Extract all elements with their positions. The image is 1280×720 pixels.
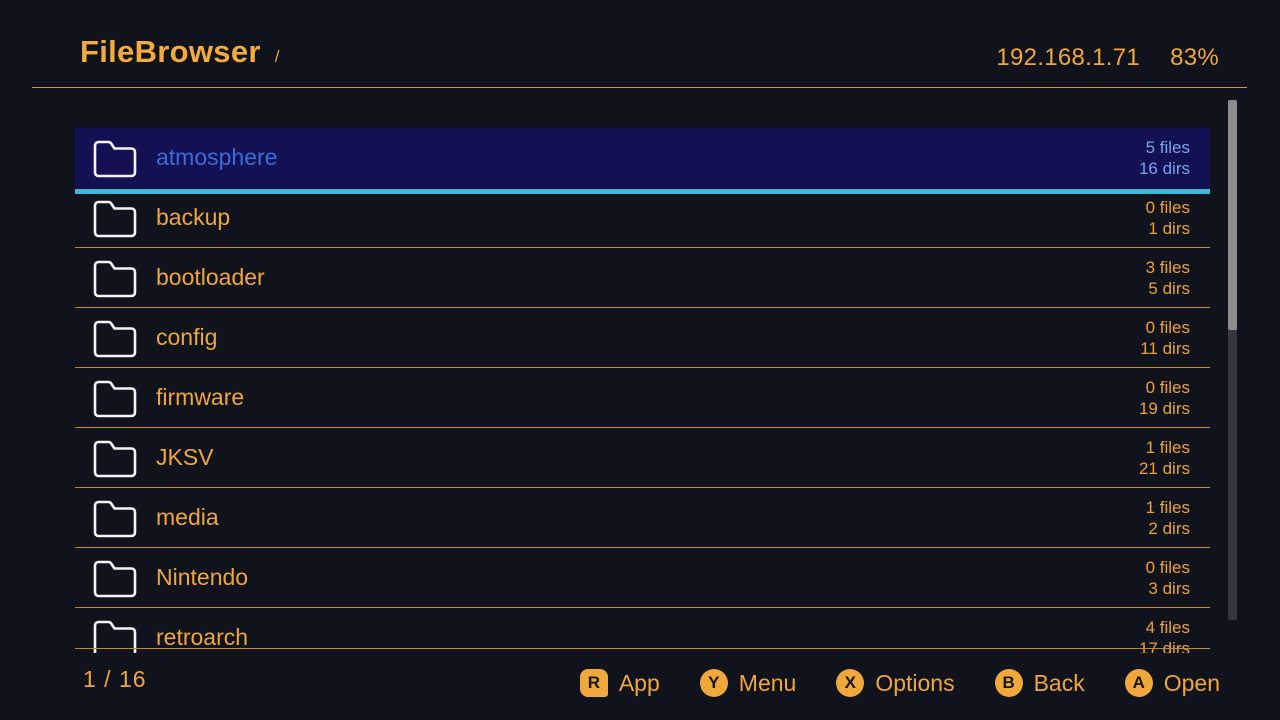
button-hint-label: Menu [738,669,797,696]
folder-counts: 3 files 5 dirs [1146,257,1190,299]
file-list-row[interactable]: Nintendo 0 files 3 dirs [75,548,1210,608]
dirs-count: 17 dirs [1138,638,1190,654]
button-hint[interactable]: A Open [1124,669,1220,697]
gamepad-button-icon: B [994,669,1023,697]
folder-name: media [156,504,219,530]
gamepad-button-icon: R [579,669,608,697]
button-hint-label: Back [1033,669,1085,696]
file-list-row[interactable]: media 1 files 2 dirs [75,488,1210,548]
files-count: 5 files [1145,137,1190,157]
files-count: 0 files [1145,377,1190,397]
file-list-row[interactable]: JKSV 1 files 21 dirs [75,428,1210,488]
folder-icon [93,380,137,417]
files-count: 3 files [1145,257,1190,277]
folder-counts: 1 files 21 dirs [1139,437,1190,479]
dirs-count: 21 dirs [1138,458,1190,478]
button-hint[interactable]: R App [579,669,660,697]
button-hint[interactable]: Y Menu [699,669,797,697]
scrollbar-thumb[interactable] [1228,100,1237,330]
folder-counts: 0 files 1 dirs [1146,197,1190,239]
files-count: 1 files [1145,497,1190,517]
button-hint-label: Open [1163,669,1220,696]
folder-counts: 4 files 17 dirs [1139,617,1190,654]
scrollbar-track[interactable] [1228,100,1237,620]
folder-name: firmware [156,384,245,410]
folder-name: JKSV [156,444,214,470]
folder-icon [93,440,137,477]
files-count: 4 files [1145,617,1190,637]
folder-icon [93,260,137,297]
folder-name: backup [156,204,231,230]
header: FileBrowser / [80,34,279,70]
app-title: FileBrowser [80,34,261,69]
folder-counts: 5 files 16 dirs [1139,137,1190,179]
dirs-count: 2 dirs [1148,518,1190,538]
folder-counts: 0 files 3 dirs [1146,557,1190,599]
gamepad-button-icon: X [836,669,865,697]
file-list-row[interactable]: bootloader 3 files 5 dirs [75,248,1210,308]
gamepad-button-icon: A [1124,669,1153,697]
file-list-row[interactable]: atmosphere 5 files 16 dirs [75,128,1210,188]
dirs-count: 5 dirs [1148,278,1190,298]
dirs-count: 3 dirs [1148,578,1190,598]
folder-name: bootloader [156,264,265,290]
folder-name: atmosphere [156,144,278,170]
files-count: 0 files [1145,557,1190,577]
folder-icon [93,500,137,537]
dirs-count: 11 dirs [1140,338,1190,358]
folder-counts: 0 files 11 dirs [1140,317,1190,359]
files-count: 0 files [1145,317,1190,337]
folder-name: Nintendo [156,564,249,590]
file-list-row[interactable]: retroarch 4 files 17 dirs [75,608,1210,653]
folder-icon [93,620,137,653]
folder-counts: 1 files 2 dirs [1146,497,1190,539]
folder-icon [93,140,137,177]
list-bottom-divider [75,648,1210,649]
current-path: / [274,47,280,66]
dirs-count: 19 dirs [1138,398,1190,418]
button-hint-label: Options [875,669,955,696]
page-indicator: 1 / 16 [83,666,147,692]
file-list-row[interactable]: firmware 0 files 19 dirs [75,368,1210,428]
folder-name: retroarch [156,624,249,650]
folder-icon [93,320,137,357]
files-count: 0 files [1145,197,1190,217]
button-hint[interactable]: X Options [836,669,955,697]
ip-address: 192.168.1.71 [996,44,1141,71]
folder-name: config [156,324,218,350]
folder-icon [93,200,137,237]
button-hint[interactable]: B Back [994,669,1085,697]
file-list-row[interactable]: backup 0 files 1 dirs [75,188,1210,248]
button-hint-label: App [618,669,660,696]
folder-counts: 0 files 19 dirs [1139,377,1190,419]
gamepad-button-icon: Y [699,669,728,697]
file-list: atmosphere 5 files 16 dirs backup 0 file… [75,128,1210,653]
dirs-count: 16 dirs [1138,158,1190,178]
header-divider [32,87,1247,88]
folder-icon [93,560,137,597]
dirs-count: 1 dirs [1148,218,1190,238]
button-hint-bar: R App Y Menu X Options B Back A Open [579,662,1220,704]
file-list-row[interactable]: config 0 files 11 dirs [75,308,1210,368]
battery-level: 83% [1170,44,1219,71]
files-count: 1 files [1145,437,1190,457]
header-status: 192.168.1.71 83% [996,44,1219,72]
